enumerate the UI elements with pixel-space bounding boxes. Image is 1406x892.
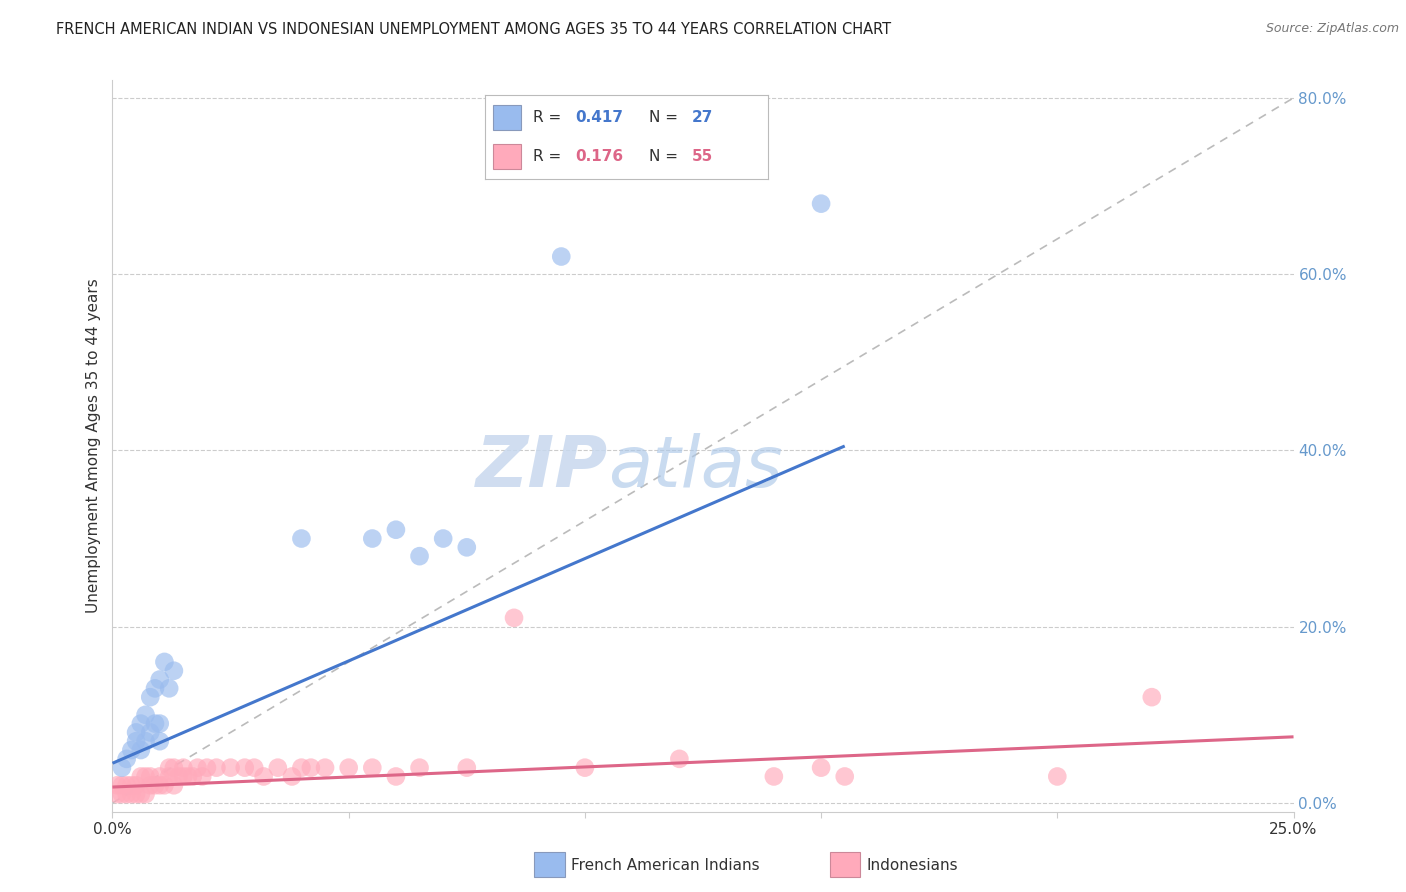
Point — [149, 769, 172, 783]
Point — [172, 761, 194, 775]
Text: French American Indians: French American Indians — [571, 858, 759, 872]
Point — [267, 761, 290, 775]
Point — [135, 734, 157, 748]
Point — [153, 778, 176, 792]
Text: Indonesians: Indonesians — [866, 858, 957, 872]
Point — [157, 769, 180, 783]
Point — [233, 761, 256, 775]
Point — [177, 769, 200, 783]
Point — [125, 725, 148, 739]
Point — [574, 761, 596, 775]
Point — [314, 761, 336, 775]
Point — [115, 787, 138, 801]
Point — [111, 778, 134, 792]
Point — [172, 769, 194, 783]
Text: ZIP: ZIP — [477, 434, 609, 502]
Point — [163, 778, 186, 792]
Point — [550, 250, 572, 264]
Point — [432, 532, 454, 546]
Point — [503, 611, 526, 625]
Point — [290, 761, 312, 775]
Point — [243, 761, 266, 775]
Point — [186, 761, 208, 775]
Point — [149, 734, 172, 748]
Text: FRENCH AMERICAN INDIAN VS INDONESIAN UNEMPLOYMENT AMONG AGES 35 TO 44 YEARS CORR: FRENCH AMERICAN INDIAN VS INDONESIAN UNE… — [56, 22, 891, 37]
Point — [139, 690, 162, 705]
Point — [129, 743, 152, 757]
Point — [149, 673, 172, 687]
Point — [361, 532, 384, 546]
Point — [834, 769, 856, 783]
Point — [120, 778, 142, 792]
Point — [456, 541, 478, 555]
Point — [115, 752, 138, 766]
Point — [111, 761, 134, 775]
Point — [105, 778, 128, 792]
Point — [139, 778, 162, 792]
Point — [299, 761, 322, 775]
Point — [181, 769, 204, 783]
Point — [139, 769, 162, 783]
Point — [135, 707, 157, 722]
Point — [125, 787, 148, 801]
Point — [337, 761, 360, 775]
Point — [219, 761, 242, 775]
Point — [139, 725, 162, 739]
Point — [111, 787, 134, 801]
Point — [810, 196, 832, 211]
Point — [810, 761, 832, 775]
Point — [129, 787, 152, 801]
Point — [1046, 769, 1069, 783]
Y-axis label: Unemployment Among Ages 35 to 44 years: Unemployment Among Ages 35 to 44 years — [86, 278, 101, 614]
Point — [163, 761, 186, 775]
Point — [361, 761, 384, 775]
Point — [149, 778, 172, 792]
Point — [120, 787, 142, 801]
Point — [125, 778, 148, 792]
Text: Source: ZipAtlas.com: Source: ZipAtlas.com — [1265, 22, 1399, 36]
Point — [143, 681, 166, 696]
Point — [281, 769, 304, 783]
Point — [135, 787, 157, 801]
Point — [157, 681, 180, 696]
Point — [143, 778, 166, 792]
Point — [115, 778, 138, 792]
Point — [125, 734, 148, 748]
Point — [191, 769, 214, 783]
Point — [157, 761, 180, 775]
Text: atlas: atlas — [609, 434, 783, 502]
Point — [120, 743, 142, 757]
Point — [149, 716, 172, 731]
Point — [385, 769, 408, 783]
Point — [153, 655, 176, 669]
Point — [129, 769, 152, 783]
Point — [205, 761, 228, 775]
Point — [408, 761, 430, 775]
Point — [105, 787, 128, 801]
Point — [195, 761, 218, 775]
Point — [385, 523, 408, 537]
Point — [143, 716, 166, 731]
Point — [668, 752, 690, 766]
Point — [290, 532, 312, 546]
Point — [408, 549, 430, 563]
Point — [163, 664, 186, 678]
Point — [135, 769, 157, 783]
Point — [762, 769, 785, 783]
Point — [456, 761, 478, 775]
Point — [253, 769, 276, 783]
Point — [129, 716, 152, 731]
Point — [1140, 690, 1163, 705]
Point — [167, 769, 190, 783]
